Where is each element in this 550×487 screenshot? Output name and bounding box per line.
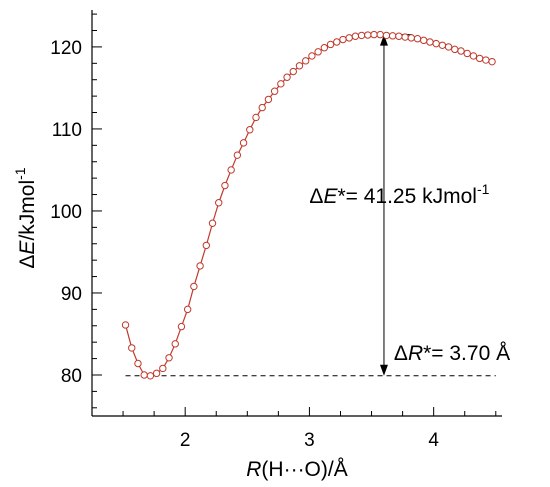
y-axis-label-sup: -1 [12,167,28,180]
data-point [339,35,347,44]
data-point [277,80,285,88]
delta-e-value: *= 41.25 kJmol [337,185,477,208]
delta-r-var: R [408,342,423,365]
data-point [320,44,329,52]
y-tick-label: 80 [61,366,82,387]
axis-ticks [91,13,497,416]
data-point [333,38,341,46]
data-point [314,48,322,56]
data-point [134,359,142,368]
data-point [388,32,397,40]
data-point [395,32,403,40]
x-axis-label-var: R [246,458,261,481]
data-point [171,340,179,348]
data-point [444,43,453,51]
tick-labels: 2 3 4 80 90 100 110 120 [50,38,439,451]
arrowhead-up [379,34,388,46]
delta-e-annotation: ΔE*= 41.25 kJmol-1 [309,181,489,208]
delta-e-var: E [323,185,338,208]
data-point [246,126,254,134]
data-point [463,49,471,58]
data-point [221,181,229,190]
data-point [128,344,136,352]
data-point [432,39,440,48]
data-point [357,31,366,40]
data-point [208,219,217,227]
data-point [215,199,223,207]
data-point [177,322,186,331]
data-point [451,45,459,54]
data-point [482,56,490,64]
delta-e-sup: -1 [477,181,490,197]
delta-r-delta: Δ [394,342,408,365]
data-point [239,139,248,147]
data-point [283,73,291,81]
y-axis-label-delta: Δ [16,255,39,269]
data-point [301,57,310,65]
data-point [152,369,161,378]
delta-e-delta: Δ [309,185,323,208]
x-axis-label-rest: (H···O)/Å [261,458,347,481]
data-point [146,372,155,380]
data-point [258,103,266,112]
data-point [264,95,273,104]
data-point [295,62,304,70]
data-point [376,30,384,39]
y-axis-label-rest: /kJmol [16,180,39,241]
data-point [351,32,360,40]
data-point [326,40,335,49]
data-point [401,33,409,41]
data-point [426,38,434,46]
data-point [252,113,260,122]
data-point [407,34,416,42]
y-tick-label: 110 [52,120,82,141]
data-point [270,87,279,95]
data-point [233,151,242,159]
y-axis-label: ΔE/kJmol-1 [12,167,39,268]
x-tick-label: 2 [180,430,191,451]
data-point [488,57,496,66]
delta-r-value: *= 3.70 Å [423,342,510,365]
data-point [196,262,204,270]
data-point [457,47,465,55]
data-point [121,321,130,329]
data-point [140,371,148,379]
delta-r-annotation: ΔR*= 3.70 Å [394,342,510,365]
data-point [370,30,378,39]
axes: 2 3 4 80 90 100 110 120 [50,10,502,451]
data-point [202,241,211,250]
data-series [121,30,496,380]
data-point [308,52,316,60]
arrowhead-down [379,364,388,376]
y-axis-label-var: E [16,240,39,255]
data-point [413,35,422,43]
x-tick-label: 4 [428,430,439,451]
y-tick-label: 100 [50,202,82,223]
data-point [183,305,192,314]
data-point [438,41,447,49]
data-point [159,364,167,373]
data-point [190,282,198,291]
data-point [227,166,235,174]
data-point [289,67,297,76]
y-tick-label: 120 [50,38,82,59]
data-point [345,34,353,42]
data-point [364,31,372,39]
data-point [420,36,428,45]
data-point [382,31,391,40]
data-point [469,52,478,60]
x-tick-label: 3 [304,430,315,451]
annotation-lines [125,34,496,377]
x-axis-label: R(H···O)/Å [246,458,347,481]
data-point [165,354,173,362]
y-tick-label: 90 [61,284,82,305]
data-point [475,54,484,63]
